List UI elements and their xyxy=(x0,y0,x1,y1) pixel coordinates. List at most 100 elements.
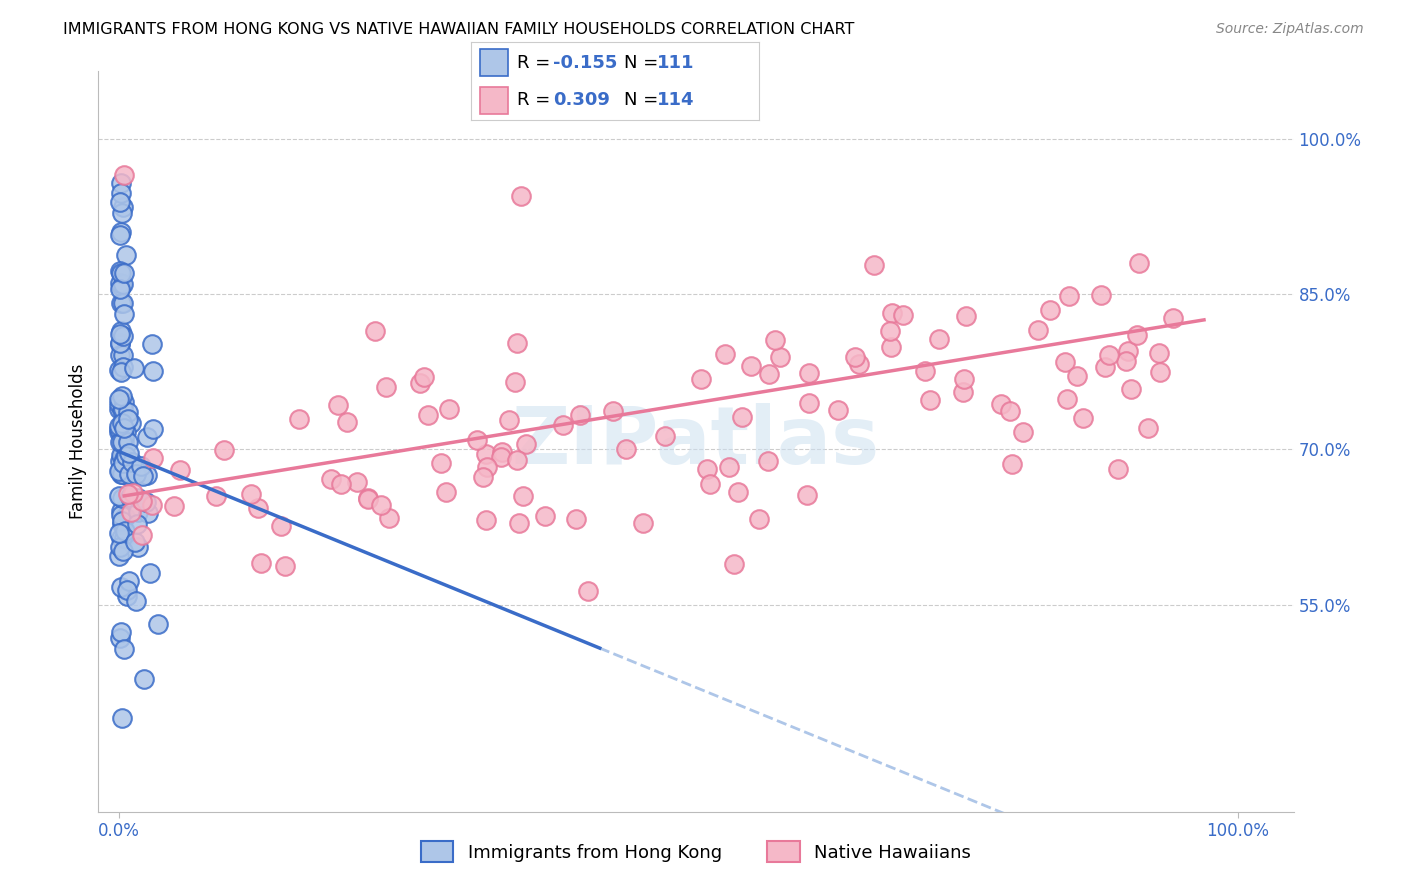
Point xyxy=(111,544,134,558)
Point xyxy=(125,463,148,477)
Point xyxy=(110,225,132,239)
Point xyxy=(274,558,297,573)
Point xyxy=(212,443,235,458)
Point xyxy=(142,450,165,465)
Point xyxy=(111,205,134,219)
Point xyxy=(112,434,135,449)
Point xyxy=(696,462,718,476)
Point xyxy=(489,450,512,465)
Point xyxy=(409,376,432,391)
Text: ZIPatlas: ZIPatlas xyxy=(512,402,880,481)
Point xyxy=(127,505,149,519)
Text: Source: ZipAtlas.com: Source: ZipAtlas.com xyxy=(1216,22,1364,37)
Point xyxy=(475,447,498,461)
Point xyxy=(1001,458,1024,472)
Point xyxy=(1128,256,1150,270)
Point xyxy=(110,335,132,350)
Point xyxy=(112,452,135,467)
Point xyxy=(553,417,575,432)
Point xyxy=(121,455,143,469)
Point xyxy=(111,516,134,531)
Point xyxy=(467,433,489,447)
Point xyxy=(510,188,533,202)
Point xyxy=(118,467,141,482)
Point xyxy=(328,398,350,412)
Point xyxy=(1066,368,1088,383)
Point xyxy=(110,186,132,200)
Point xyxy=(112,428,135,442)
Point xyxy=(111,435,134,450)
Point xyxy=(127,491,149,505)
Point xyxy=(117,574,139,589)
Point xyxy=(1119,382,1142,396)
Point xyxy=(769,350,792,364)
Point xyxy=(112,266,135,280)
Point xyxy=(569,408,592,422)
Point xyxy=(117,412,139,426)
Point xyxy=(914,364,936,378)
Point xyxy=(512,489,534,503)
Point xyxy=(374,380,396,394)
Point xyxy=(1000,404,1022,418)
Point xyxy=(108,425,131,439)
Point xyxy=(110,418,132,433)
Point xyxy=(111,467,134,481)
Point xyxy=(799,366,821,380)
Point xyxy=(748,512,770,526)
Point xyxy=(952,384,974,399)
Point xyxy=(111,416,134,430)
Point xyxy=(1057,289,1080,303)
Point xyxy=(111,450,134,464)
Point xyxy=(288,412,311,426)
Point xyxy=(740,359,762,373)
Point xyxy=(110,508,132,523)
Point xyxy=(108,540,131,554)
Point xyxy=(125,517,148,532)
Point xyxy=(112,461,135,475)
Point xyxy=(108,362,131,376)
Point xyxy=(114,510,136,524)
Point xyxy=(1116,344,1139,359)
Point xyxy=(844,350,866,364)
Point xyxy=(110,402,132,417)
FancyBboxPatch shape xyxy=(479,87,509,114)
Point xyxy=(727,484,749,499)
Point xyxy=(439,401,461,416)
Point xyxy=(112,531,135,545)
Point xyxy=(108,549,131,563)
Point xyxy=(111,295,134,310)
Point xyxy=(163,499,186,513)
Point xyxy=(699,476,721,491)
Point xyxy=(370,498,392,512)
Point xyxy=(429,456,451,470)
Point xyxy=(120,490,142,504)
Point xyxy=(713,347,735,361)
FancyBboxPatch shape xyxy=(479,49,509,77)
Point xyxy=(717,459,740,474)
Point xyxy=(139,566,162,580)
Text: N =: N = xyxy=(624,54,664,71)
Point xyxy=(110,631,132,645)
Point xyxy=(110,581,132,595)
Text: 0.309: 0.309 xyxy=(553,91,610,110)
Point xyxy=(135,495,157,509)
Point xyxy=(928,333,950,347)
Point xyxy=(506,335,529,350)
Point xyxy=(1012,425,1035,440)
Point xyxy=(110,324,132,338)
Point xyxy=(108,282,131,296)
Point xyxy=(614,442,637,456)
Point xyxy=(576,583,599,598)
Point xyxy=(879,324,901,338)
Point xyxy=(110,176,132,190)
Point xyxy=(356,492,378,507)
Point xyxy=(111,711,134,725)
Point xyxy=(891,308,914,322)
Point xyxy=(731,409,754,424)
Point xyxy=(111,514,134,528)
Point xyxy=(132,469,155,483)
Point xyxy=(111,456,134,470)
Point xyxy=(756,454,779,468)
Point xyxy=(111,329,134,343)
Point xyxy=(112,200,135,214)
